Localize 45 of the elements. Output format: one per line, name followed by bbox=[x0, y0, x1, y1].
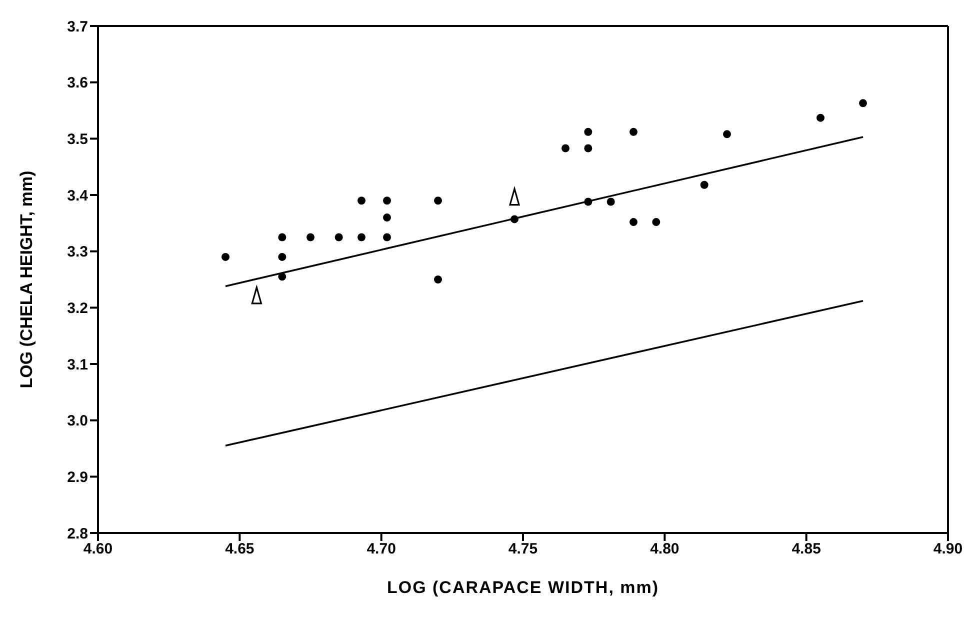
point bbox=[652, 218, 660, 226]
y-tick-label: 3.3 bbox=[67, 244, 88, 261]
x-tick-label: 4.85 bbox=[792, 540, 821, 558]
point bbox=[562, 144, 570, 152]
point bbox=[859, 99, 867, 108]
point bbox=[584, 128, 592, 136]
y-axis-title: LOG (CHELA HEIGHT, mm) bbox=[17, 170, 36, 388]
x-tick-label: 4.75 bbox=[508, 540, 538, 558]
point bbox=[358, 196, 366, 205]
x-axis-title: LOG (CARAPACE WIDTH, mm) bbox=[386, 578, 660, 597]
point bbox=[434, 276, 442, 284]
point bbox=[700, 180, 708, 189]
y-tick-label: 3.7 bbox=[67, 18, 88, 36]
point bbox=[816, 114, 824, 122]
point bbox=[306, 233, 314, 242]
point bbox=[278, 233, 286, 242]
point bbox=[222, 252, 230, 261]
y-tick-label: 2.8 bbox=[67, 525, 88, 542]
y-tick-label: 3.6 bbox=[67, 74, 88, 92]
point bbox=[630, 218, 638, 226]
y-tick-label: 3.0 bbox=[67, 412, 88, 430]
x-tick-label: 4.60 bbox=[83, 540, 113, 558]
point bbox=[383, 233, 391, 242]
y-tick-label: 3.2 bbox=[67, 300, 88, 317]
point bbox=[510, 215, 518, 224]
point bbox=[383, 196, 391, 205]
point bbox=[606, 198, 615, 206]
point bbox=[358, 233, 366, 242]
y-tick-label: 3.5 bbox=[67, 130, 88, 148]
point bbox=[630, 128, 638, 136]
y-tick-label: 2.9 bbox=[67, 468, 88, 486]
point bbox=[584, 144, 592, 152]
y-tick-label: 3.1 bbox=[67, 356, 88, 374]
point bbox=[434, 196, 442, 205]
x-tick-label: 4.65 bbox=[225, 540, 254, 558]
y-tick-label: 3.4 bbox=[67, 187, 89, 204]
point bbox=[278, 252, 286, 261]
x-tick-label: 4.70 bbox=[366, 540, 396, 558]
point bbox=[278, 272, 286, 281]
point bbox=[723, 130, 731, 138]
point bbox=[584, 198, 592, 206]
x-tick-label: 4.90 bbox=[933, 540, 963, 558]
point bbox=[383, 214, 391, 222]
point bbox=[334, 233, 343, 242]
x-tick-label: 4.80 bbox=[650, 540, 680, 558]
